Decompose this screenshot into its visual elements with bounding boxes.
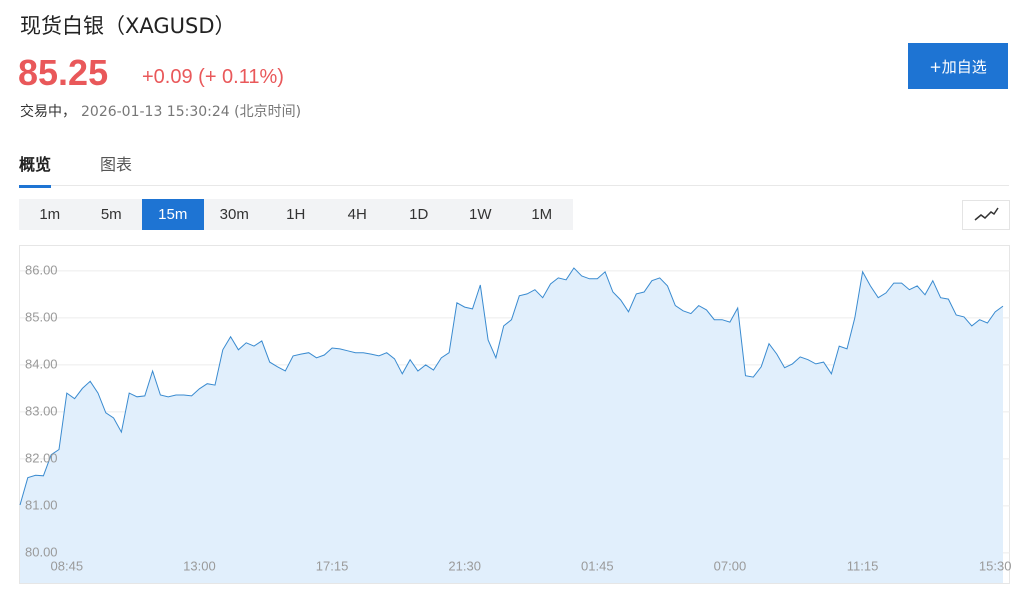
y-tick-label: 82.00 — [25, 450, 58, 465]
interval-button[interactable]: 1H — [286, 206, 306, 223]
timestamp: 2026-01-13 15:30:24 (北京时间) — [81, 104, 302, 120]
y-tick-label: 83.00 — [25, 403, 58, 418]
status: 交易中， — [20, 104, 76, 120]
y-tick-label: 84.00 — [25, 356, 58, 371]
interval-button[interactable]: 1m — [39, 206, 61, 223]
interval-button[interactable]: 1M — [531, 206, 553, 223]
interval-button[interactable]: 1D — [409, 206, 429, 223]
x-tick-label: 15:30 — [979, 558, 1012, 573]
price-change: +0.09 (+ 0.11%) — [142, 66, 284, 88]
x-tick-label: 13:00 — [183, 558, 216, 573]
tab-bar: 概览 图表 — [19, 145, 1009, 188]
interval-button[interactable]: 5m — [100, 206, 122, 223]
title: 现货白银（XAGUSD） — [20, 14, 236, 38]
x-tick-label: 01:45 — [581, 558, 614, 573]
tab[interactable]: 概览 — [19, 151, 52, 188]
x-tick-label: 21:30 — [448, 558, 481, 573]
x-tick-label: 11:15 — [847, 558, 879, 573]
plot-frame — [19, 245, 1010, 584]
y-tick-label: 85.00 — [25, 309, 58, 324]
y-tick-label: 80.00 — [25, 544, 58, 559]
interval-button[interactable]: 1W — [469, 206, 492, 223]
y-tick-label: 86.00 — [25, 262, 58, 277]
chart-style-button[interactable] — [962, 200, 1010, 230]
x-tick-label: 07:00 — [714, 558, 747, 573]
watch-button[interactable]: +加自选 — [908, 43, 1008, 89]
interval-button[interactable]: 15m — [142, 199, 204, 230]
y-tick-label: 81.00 — [25, 497, 58, 512]
area-fill — [20, 268, 1003, 583]
interval-bar: 1m 5m 15m 30m 1H 4H 1D 1W 1M — [19, 199, 573, 230]
price: 85.25 — [18, 52, 109, 93]
x-tick-label: 08:45 — [51, 558, 84, 573]
chart-style-icon — [974, 207, 999, 221]
interval-button[interactable]: 30m — [219, 206, 249, 223]
x-tick-label: 17:15 — [316, 558, 349, 573]
price-line — [19, 267, 1004, 506]
tab[interactable]: 图表 — [100, 155, 133, 174]
interval-button[interactable]: 4H — [347, 206, 367, 223]
